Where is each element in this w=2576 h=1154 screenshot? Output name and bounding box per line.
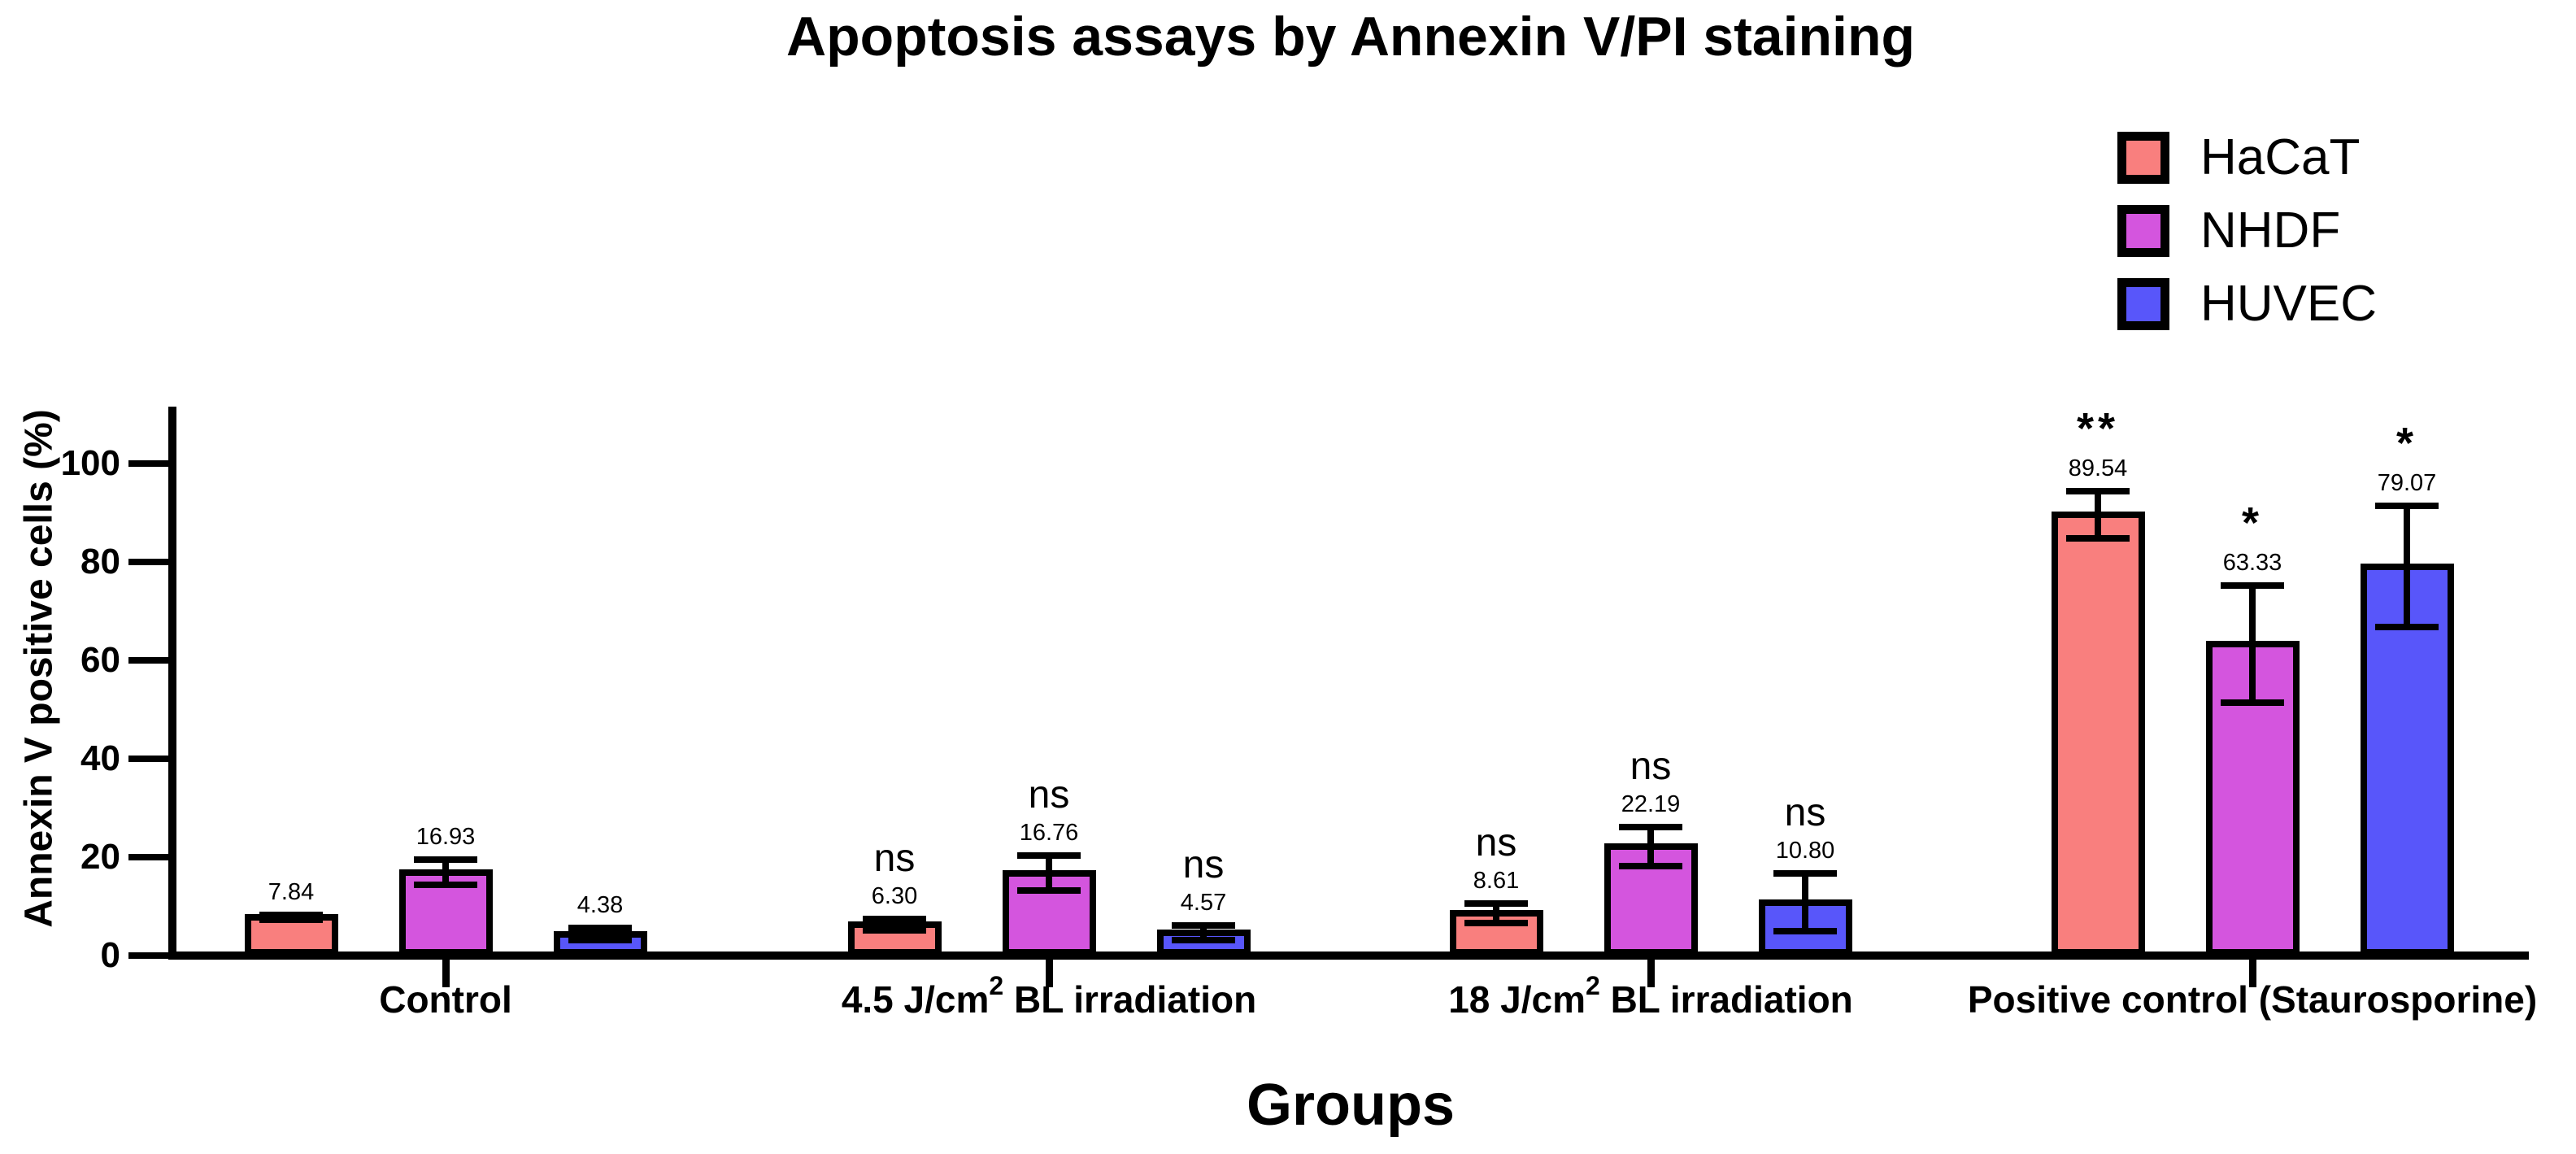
- legend-label: HUVEC: [2200, 276, 2378, 332]
- bar-value-label: 22.19: [1621, 790, 1681, 817]
- error-bar: [1493, 903, 1499, 923]
- error-cap-bottom: [568, 937, 632, 944]
- bar-value-label: 7.84: [268, 878, 315, 905]
- y-tick: [128, 460, 171, 467]
- error-bar: [891, 918, 898, 931]
- error-cap-top: [2221, 581, 2284, 589]
- significance-label: *: [2241, 498, 2263, 547]
- bar-value-label: 16.76: [1019, 819, 1079, 846]
- error-cap-top: [414, 856, 477, 863]
- x-tick: [442, 956, 450, 987]
- x-tick: [1046, 956, 1053, 987]
- y-axis-line: [168, 407, 176, 960]
- y-tick-label: 0: [100, 935, 120, 975]
- significance-label: ns: [1630, 744, 1672, 788]
- error-cap-top: [2066, 488, 2130, 495]
- x-axis-line: [168, 952, 2529, 960]
- error-bar: [2404, 506, 2410, 628]
- legend-swatch: [2117, 205, 2169, 257]
- x-axis-title: Groups: [1246, 1073, 1455, 1138]
- bar-value-label: 10.80: [1775, 837, 1835, 864]
- error-cap-bottom: [1619, 862, 1682, 869]
- error-cap-bottom: [1017, 887, 1081, 895]
- error-bar: [597, 927, 603, 941]
- error-cap-top: [863, 915, 926, 922]
- bar-value-label: 63.33: [2222, 549, 2282, 576]
- error-bar: [1200, 925, 1207, 941]
- legend-item: NHDF: [2117, 205, 2377, 257]
- y-tick-label: 80: [80, 542, 120, 581]
- error-cap-top: [1619, 823, 1682, 830]
- error-bar: [442, 859, 449, 885]
- y-tick: [128, 756, 171, 762]
- chart-title: Apoptosis assays by Annexin V/PI stainin…: [785, 6, 1916, 67]
- y-tick-label: 100: [60, 443, 120, 483]
- error-cap-top: [1172, 922, 1235, 930]
- error-cap-top: [1773, 869, 1837, 877]
- error-bar: [1046, 855, 1052, 891]
- bar-value-label: 6.30: [871, 882, 918, 909]
- legend: HaCaT NHDF HUVEC: [2117, 132, 2377, 330]
- error-bar: [1802, 873, 1808, 931]
- bar: [2052, 512, 2145, 956]
- error-cap-bottom: [2375, 624, 2439, 631]
- error-cap-bottom: [414, 882, 477, 889]
- legend-item: HUVEC: [2117, 278, 2377, 330]
- group-label: 4.5 J/cm2 BL irradiation: [841, 970, 1257, 1021]
- legend-swatch: [2117, 278, 2169, 330]
- y-tick: [128, 559, 171, 565]
- bar-value-label: 4.57: [1180, 890, 1227, 917]
- error-cap-top: [259, 911, 323, 918]
- significance-label: ns: [1182, 843, 1225, 887]
- error-cap-bottom: [1773, 928, 1837, 935]
- bar-value-label: 79.07: [2377, 470, 2437, 497]
- y-tick: [128, 952, 171, 959]
- error-cap-bottom: [863, 927, 926, 934]
- y-tick: [128, 854, 171, 860]
- x-tick: [1647, 956, 1655, 987]
- error-bar: [1647, 826, 1654, 866]
- bar-value-label: 89.54: [2068, 455, 2128, 482]
- significance-label: ns: [873, 836, 916, 880]
- error-bar: [2249, 585, 2256, 703]
- y-tick: [128, 657, 171, 664]
- y-tick-label: 40: [80, 738, 120, 778]
- error-cap-bottom: [1172, 937, 1235, 944]
- error-cap-top: [1464, 899, 1528, 907]
- legend-swatch: [2117, 132, 2169, 184]
- error-cap-bottom: [1464, 920, 1528, 926]
- bar-value-label: 16.93: [416, 823, 476, 850]
- legend-item: HaCaT: [2117, 132, 2377, 184]
- superscript: 2: [989, 970, 1004, 1000]
- significance-label: **: [2076, 404, 2120, 454]
- bar-value-label: 4.38: [577, 891, 624, 918]
- error-cap-bottom: [2221, 699, 2284, 706]
- significance-label: ns: [1784, 790, 1826, 834]
- legend-label: HaCaT: [2200, 129, 2361, 185]
- error-cap-top: [2375, 503, 2439, 510]
- bar-value-label: 8.61: [1473, 867, 1520, 894]
- y-tick-label: 20: [80, 837, 120, 877]
- error-cap-top: [568, 924, 632, 931]
- superscript: 2: [1586, 970, 1600, 1000]
- significance-label: ns: [1028, 773, 1070, 817]
- error-cap-bottom: [259, 916, 323, 923]
- y-tick-label: 60: [80, 640, 120, 680]
- significance-label: *: [2395, 419, 2417, 468]
- legend-label: NHDF: [2200, 202, 2341, 259]
- significance-label: ns: [1475, 821, 1517, 864]
- error-cap-bottom: [2066, 535, 2130, 542]
- error-cap-top: [1017, 851, 1081, 859]
- x-tick: [2249, 956, 2256, 987]
- error-bar: [2095, 491, 2101, 539]
